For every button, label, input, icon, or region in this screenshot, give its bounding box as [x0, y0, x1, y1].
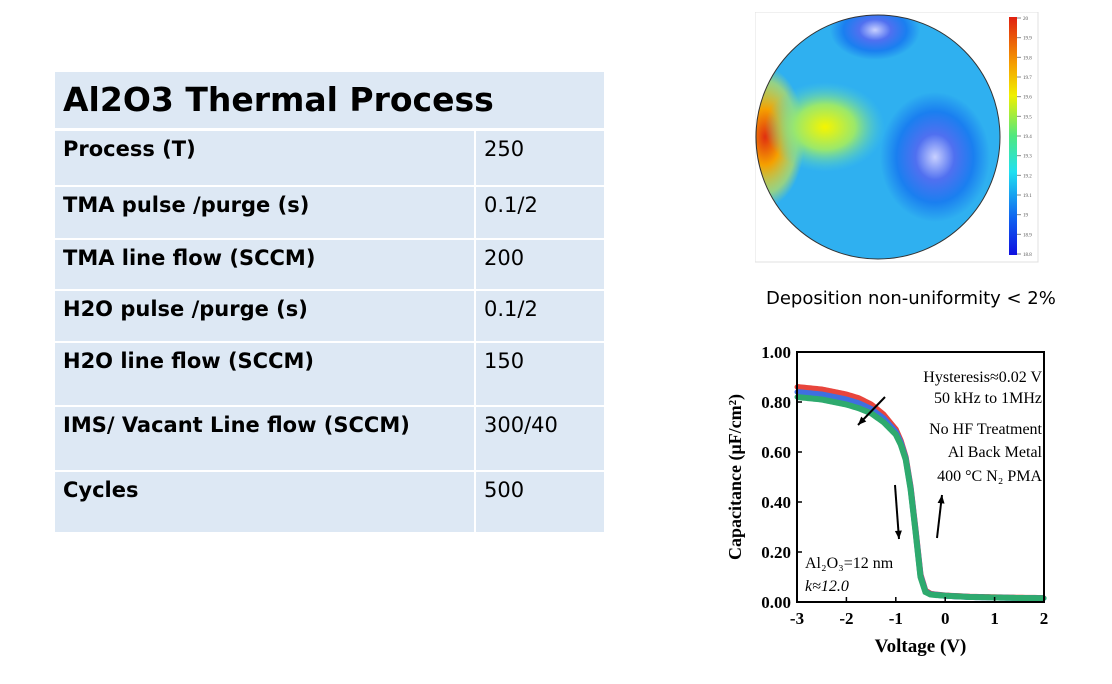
colorbar-tick-label: 19.6	[1023, 96, 1032, 101]
colorbar-tick-label: 19.7	[1023, 76, 1032, 81]
colorbar-tick-label: 18.8	[1023, 253, 1032, 258]
data-point	[843, 402, 849, 407]
y-tick-label: 0.20	[761, 543, 791, 562]
plot-frame	[796, 351, 1045, 603]
data-point	[927, 592, 933, 597]
table-row: H2O line flow (SCCM) 150	[55, 343, 604, 407]
colorbar-tick-label: 19.9	[1023, 37, 1032, 42]
x-axis-label: Voltage (V)	[875, 636, 967, 657]
data-point	[819, 392, 825, 397]
data-point	[843, 397, 849, 402]
param-label: IMS/ Vacant Line flow (SCCM)	[55, 407, 476, 470]
x-tick-label: 1	[990, 609, 999, 628]
x-tick-label: -3	[790, 609, 804, 628]
annotation: Hysteresis≈0.02 V	[923, 369, 1042, 386]
data-point	[942, 593, 948, 599]
annotation: Al Back Metal	[948, 444, 1043, 461]
param-value: 0.1/2	[484, 297, 538, 321]
data-point	[819, 387, 825, 392]
param-value: 200	[484, 246, 525, 270]
y-tick-label: 0.00	[761, 593, 791, 612]
param-label: Process (T)	[55, 131, 476, 185]
data-point	[1016, 595, 1022, 601]
table-row: H2O pulse /purge (s) 0.1/2	[55, 291, 604, 343]
y-axis-label: Capacitance (μF/cm²)	[725, 394, 746, 560]
table-row: Process (T) 250	[55, 131, 604, 187]
data-point	[806, 385, 812, 391]
arrowhead-icon	[894, 530, 902, 539]
cv-plot: -3 -2 -1 0 1 2 0.00 0.20 0.40 0.60 0.80 1.00 Voltage…	[725, 343, 1049, 657]
colorbar-tick-label: 19.8	[1023, 56, 1032, 61]
param-label: H2O pulse /purge (s)	[55, 291, 476, 341]
data-point	[831, 389, 837, 395]
param-label: TMA pulse /purge (s)	[55, 187, 476, 238]
colorbar-tick-label: 18.9	[1023, 233, 1032, 238]
param-value: 500	[484, 478, 525, 502]
annotation: 50 kHz to 1MHz	[934, 390, 1042, 407]
process-table: Al2O3 Thermal Process Process (T) 250 TMA …	[55, 72, 604, 534]
data-point	[806, 395, 812, 401]
uniformity-caption: Deposition non-uniformity < 2%	[766, 288, 1056, 309]
x-tick-label: 2	[1040, 609, 1049, 628]
data-point	[922, 589, 928, 595]
colorbar-tick-label: 19	[1023, 214, 1029, 219]
annotation: k≈12.0	[805, 578, 849, 595]
param-label: Cycles	[55, 472, 476, 532]
colorbar-tick-label: 19.1	[1023, 194, 1032, 199]
table-row: TMA line flow (SCCM) 200	[55, 240, 604, 291]
data-point	[967, 594, 973, 600]
colorbar-tick-label: 20	[1023, 17, 1029, 22]
data-point	[893, 432, 899, 437]
data-point	[913, 529, 919, 535]
param-value: 150	[484, 349, 525, 373]
table-row: Cycles 500	[55, 472, 604, 534]
data-point	[843, 392, 849, 397]
y-tick-label: 0.80	[761, 393, 791, 412]
data-point	[932, 592, 938, 598]
data-point	[806, 390, 812, 396]
data-point	[856, 400, 862, 406]
data-point	[898, 442, 904, 447]
annotation: No HF Treatment	[929, 421, 1042, 438]
colorbar-tick-label: 19.4	[1023, 135, 1032, 140]
arrowhead-icon	[858, 416, 867, 425]
data-point	[856, 395, 862, 401]
data-point	[880, 419, 886, 425]
data-point	[831, 399, 837, 405]
colorbar-tick-label: 19.2	[1023, 174, 1032, 179]
param-label: H2O line flow (SCCM)	[55, 343, 476, 405]
x-tick-label: 0	[941, 609, 950, 628]
x-tick-label: -2	[839, 609, 853, 628]
data-point	[903, 457, 909, 462]
annotation: Al₂O₃=12 nm	[805, 555, 894, 572]
data-point	[918, 574, 923, 580]
y-tick-label: 0.40	[761, 493, 791, 512]
data-point	[908, 487, 914, 492]
arrow-icon	[894, 484, 900, 540]
colorbar-tick-label: 19.5	[1023, 115, 1032, 120]
wafer-map: 20 19.9 19.8 19.7 19.6 19.5 19.4 19.3 19.2 19.1 19…	[755, 12, 1039, 263]
table-row: TMA pulse /purge (s) 0.1/2	[55, 187, 604, 240]
cv-series-2	[796, 394, 1045, 602]
param-value: 300/40	[484, 413, 558, 437]
colorbar-tick-label: 19.3	[1023, 155, 1032, 160]
arrowhead-icon	[937, 495, 945, 504]
table-row: IMS/ Vacant Line flow (SCCM) 300/40	[55, 407, 604, 472]
table-title: Al2O3 Thermal Process	[55, 72, 604, 131]
param-value: 250	[484, 137, 525, 161]
param-label: TMA line flow (SCCM)	[55, 240, 476, 289]
annotation: 400 °C N₂ PMA	[937, 468, 1042, 485]
param-value: 0.1/2	[484, 193, 538, 217]
y-tick-label: 0.60	[761, 443, 791, 462]
data-point	[856, 405, 862, 411]
data-point	[819, 397, 825, 402]
x-tick-label: -1	[889, 609, 903, 628]
data-point	[831, 394, 837, 400]
y-tick-label: 1.00	[761, 343, 791, 362]
